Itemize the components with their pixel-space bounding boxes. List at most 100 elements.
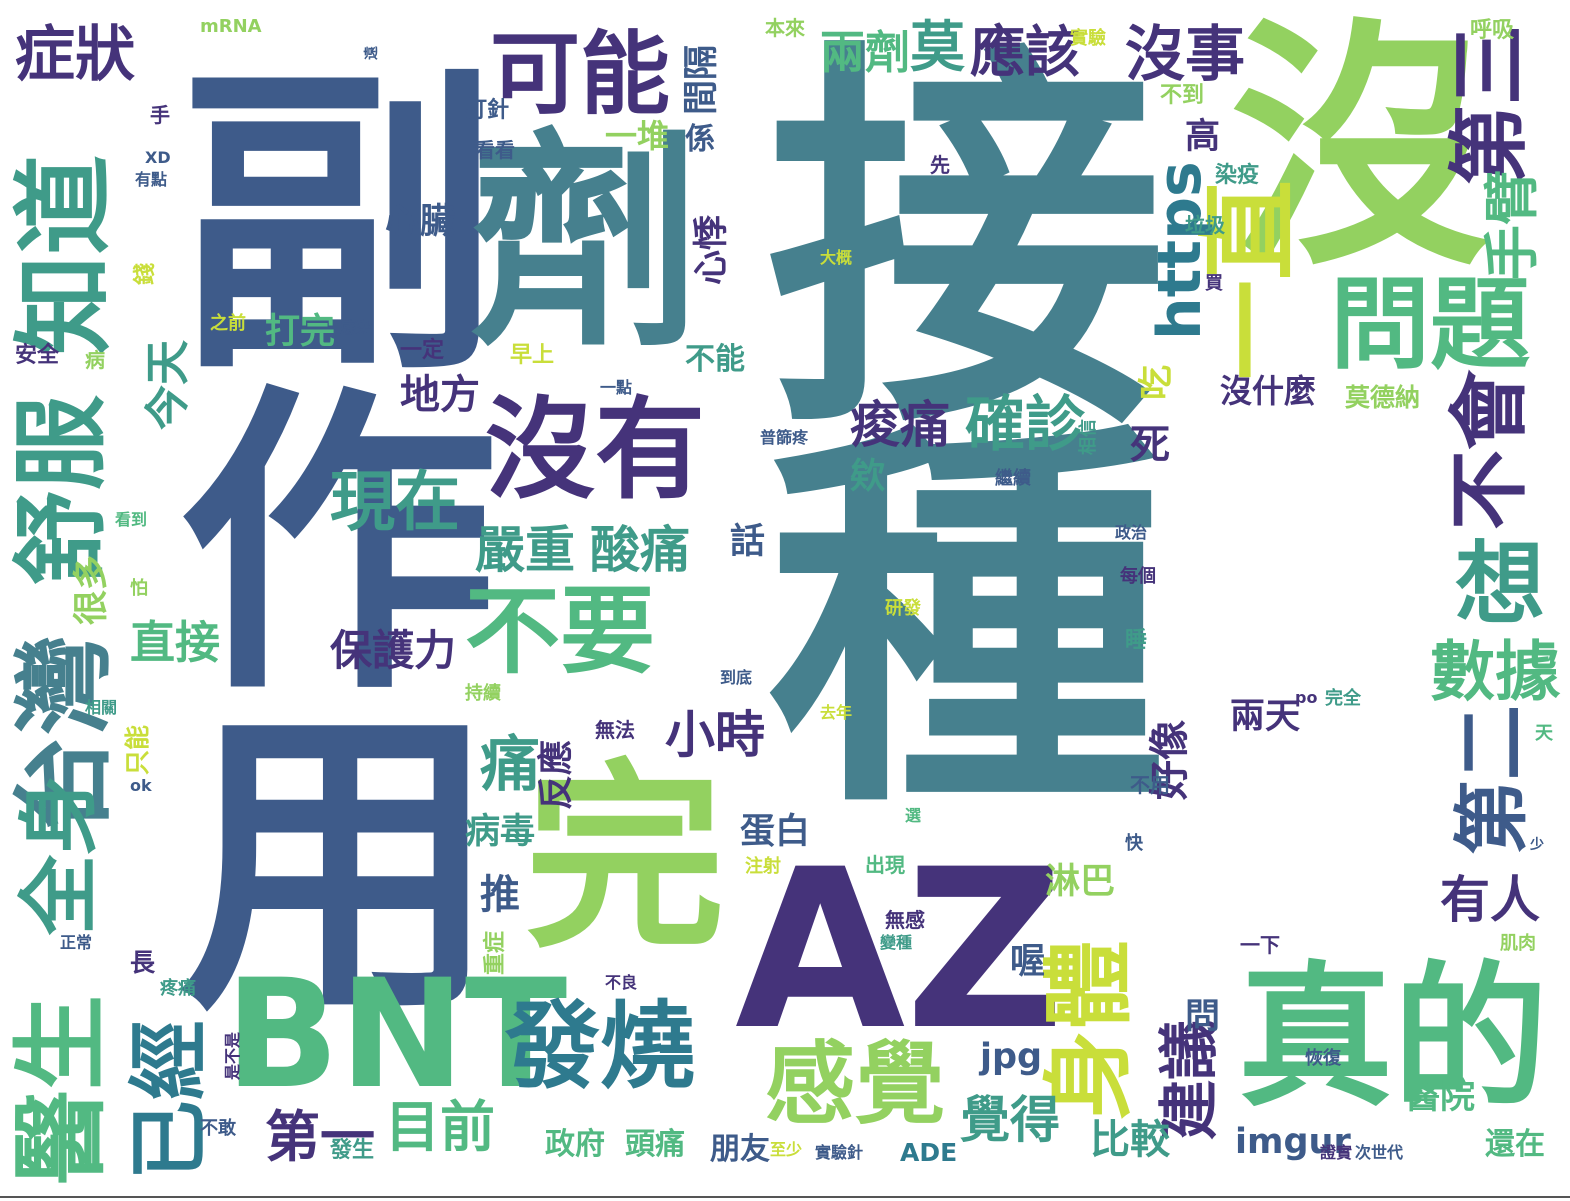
word-jiange: 間隔 — [682, 44, 722, 115]
word-wanquan: 完全 — [1325, 688, 1361, 709]
word-buyao: 不要 — [465, 577, 656, 687]
word-o: 喔 — [1010, 942, 1046, 982]
word-youdian: 有點 — [135, 170, 168, 189]
word-xinzang: 心臟 — [385, 202, 456, 242]
word-zaoshang: 早上 — [510, 343, 555, 368]
word-bnt: BNT — [225, 948, 568, 1122]
word-dazhen: 打針 — [465, 98, 510, 123]
word-zhineng: 只能 — [123, 724, 152, 775]
word-po: po — [1295, 688, 1318, 707]
word-daodi: 到底 — [720, 668, 753, 687]
word-ade: ADE — [900, 1138, 958, 1167]
word-anquan: 安全 — [15, 343, 60, 368]
word-yijing: 已經 — [123, 1020, 216, 1180]
word-imgur: imgur — [1235, 1122, 1351, 1162]
word-ji: 劑 — [470, 111, 701, 378]
word-chixu: 持續 — [465, 683, 501, 704]
word-wenti: 問題 — [1330, 266, 1530, 383]
word-meige: 每個 — [1120, 566, 1156, 587]
word-xiangguan: 相關 — [85, 698, 118, 717]
word-bianzhong: 變種 — [880, 933, 913, 952]
word-chang: 長 — [130, 948, 156, 977]
word-mai: 買 — [1205, 273, 1223, 294]
word-xian: 先 — [930, 153, 950, 177]
word-shiyan: 實驗 — [1070, 28, 1106, 49]
word-shibushi: 是不是 — [223, 1031, 242, 1080]
word-si: 死 — [1130, 422, 1170, 468]
word-budao: 不到 — [1160, 83, 1205, 108]
word-xiaoshi: 小時 — [665, 706, 765, 764]
word-buyong: 不用 — [1130, 773, 1170, 797]
word-zhende: 真的 — [1238, 947, 1548, 1128]
word-xuan: 選 — [905, 806, 922, 825]
word-yiding: 一定 — [400, 338, 445, 363]
word-zhengchang: 正常 — [60, 933, 93, 952]
word-wan: 完 — [525, 743, 726, 976]
word-pa: 怕 — [130, 578, 148, 599]
word-ranyi: 染疫 — [1215, 163, 1260, 188]
word-kuai: 快 — [1125, 833, 1143, 854]
word-https: https — [1145, 161, 1215, 340]
word-tong: 痛 — [480, 730, 540, 800]
word-cishidai: 次世代 — [1355, 1143, 1404, 1162]
word-zhengzhi: 政治 — [1115, 523, 1148, 542]
word-zhushe: 注射 — [745, 856, 781, 877]
word-huifu: 恢復 — [1305, 1048, 1341, 1069]
word-mrna: mRNA — [200, 16, 262, 37]
word-ei: 欸 — [850, 457, 886, 497]
word-shou: 手 — [150, 103, 170, 127]
word-shuju: 數據 — [1430, 635, 1561, 710]
word-fasheng: 發生 — [330, 1138, 375, 1163]
word-qian: 錢 — [133, 262, 158, 285]
word-bijiao: 比較 — [1090, 1117, 1170, 1163]
word-yisheng: 醫生 — [7, 994, 117, 1185]
word-mei: 沒 — [1230, 0, 1490, 301]
word-xiangxin: 相信 — [1078, 419, 1099, 455]
word-bugan: 不敢 — [200, 1118, 236, 1139]
word-shoubi: 手臂 — [1480, 169, 1544, 280]
word-hua: 話 — [730, 522, 766, 562]
word-difang: 地方 — [400, 372, 480, 418]
word-quezhen: 確診 — [965, 390, 1085, 460]
word-dier: 第二 — [1448, 704, 1536, 855]
word-huxi: 呼吸 — [1470, 18, 1515, 43]
word-suantong2: 酸痛 — [590, 521, 690, 579]
bottom-border — [0, 1196, 1570, 1198]
word-keneng: 可能 — [490, 22, 670, 127]
word-linba: 淋巴 — [1045, 862, 1116, 902]
word-suantong: 痠痛 — [850, 396, 950, 454]
word-meiyou: 沒有 — [485, 386, 705, 514]
word-zhengfu: 政府 — [545, 1127, 605, 1162]
word-gao: 高 — [1185, 117, 1221, 157]
word-benlai: 本來 — [765, 16, 805, 40]
word-diyi: 第一 — [265, 1105, 376, 1169]
word-kandao: 看到 — [115, 510, 148, 529]
word-shui: 睡 — [1125, 628, 1148, 653]
word-tian: 天 — [1535, 723, 1553, 744]
word-haizai: 還在 — [1485, 1127, 1545, 1162]
word-buneng: 不能 — [685, 342, 745, 377]
word-meishi: 沒事 — [1125, 20, 1245, 90]
word-juede: 覺得 — [960, 1091, 1060, 1149]
word-yanfa: 研發 — [885, 598, 921, 619]
word-jpg: jpg — [980, 1037, 1043, 1077]
word-yuan: 遠 — [364, 46, 380, 60]
word-jiezhong: 接種 — [698, 30, 1163, 790]
word-chuxian: 出現 — [865, 853, 905, 877]
word-buhui: 不會 — [1443, 370, 1536, 530]
word-pengyou: 朋友 — [710, 1132, 770, 1167]
word-ganran: 感染 — [340, 318, 373, 337]
word-wugan: 無感 — [885, 908, 925, 932]
word-zhiqian: 之前 — [210, 313, 246, 334]
word-laji: 垃圾 — [1185, 213, 1225, 237]
word-yinggai: 應該 — [970, 20, 1081, 84]
word-fashao: 發燒 — [505, 992, 696, 1102]
word-muqian: 目前 — [385, 1095, 496, 1159]
word-bingdu: 病毒 — [465, 812, 536, 852]
word-qunian: 去年 — [820, 703, 853, 722]
word-youren: 有人 — [1440, 871, 1540, 929]
word-kankan: 看看 — [475, 138, 515, 162]
word-fanying: 反應 — [537, 739, 577, 810]
word-disan: 第三 — [1443, 25, 1536, 185]
